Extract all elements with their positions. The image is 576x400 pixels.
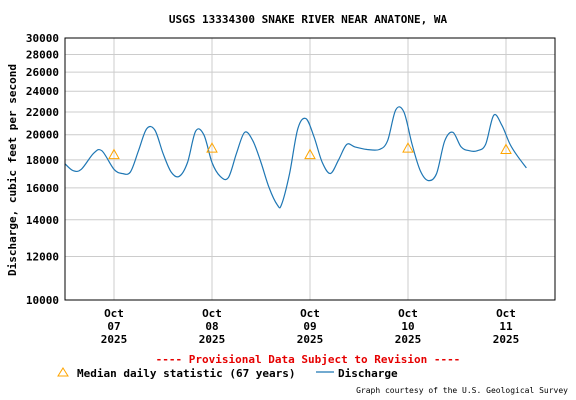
- legend: Median daily statistic (67 years) Discha…: [57, 367, 398, 380]
- x-tick-label: Oct: [104, 307, 124, 320]
- x-tick-label: Oct: [202, 307, 222, 320]
- y-tick-label: 22000: [26, 106, 59, 119]
- series-layer: [64, 106, 527, 209]
- legend-label-discharge: Discharge: [338, 367, 398, 380]
- x-tick-label: 2025: [395, 333, 422, 346]
- y-tick-label: 14000: [26, 214, 59, 227]
- x-tick-label: 2025: [199, 333, 226, 346]
- median-marker: [304, 148, 316, 160]
- x-tick-label: 10: [401, 320, 414, 333]
- provisional-notice: ---- Provisional Data Subject to Revisio…: [156, 353, 461, 366]
- median-marker: [500, 143, 512, 154]
- x-tick-label: 07: [107, 320, 120, 333]
- y-tick-labels: 10000 12000 14000 16000 18000 20000 22000 24000…: [26, 32, 59, 307]
- x-tick-label: 2025: [493, 333, 520, 346]
- x-tick-label: 11: [499, 320, 513, 333]
- y-tick-label: 18000: [26, 154, 59, 167]
- y-tick-label: 30000: [26, 32, 59, 45]
- y-axis-label: Discharge, cubic feet per second: [6, 64, 19, 276]
- x-tick-label: Oct: [300, 307, 320, 320]
- median-marker: [206, 142, 218, 153]
- median-marker: [402, 142, 414, 153]
- y-tick-label: 12000: [26, 251, 59, 264]
- y-tick-label: 16000: [26, 182, 59, 195]
- x-tick-label: 2025: [297, 333, 324, 346]
- y-tick-label: 26000: [26, 66, 59, 79]
- x-tick-labels: Oct072025Oct082025Oct092025Oct102025Oct1…: [101, 307, 520, 346]
- chart-credit: Graph courtesy of the U.S. Geological Su…: [356, 386, 568, 395]
- triangle-icon: [57, 367, 69, 377]
- y-tick-label: 24000: [26, 85, 59, 98]
- discharge-line: [64, 106, 527, 209]
- y-tick-label: 20000: [26, 129, 59, 142]
- legend-item-discharge: Discharge: [316, 367, 398, 380]
- chart-title: USGS 13334300 SNAKE RIVER NEAR ANATONE, …: [169, 13, 448, 26]
- legend-label-median: Median daily statistic (67 years): [77, 367, 296, 380]
- x-tick-label: 09: [303, 320, 316, 333]
- y-tick-label: 10000: [26, 294, 59, 307]
- x-tick-label: 2025: [101, 333, 128, 346]
- x-tick-label: 08: [205, 320, 218, 333]
- y-tick-label: 28000: [26, 48, 59, 61]
- median-marker: [108, 148, 120, 160]
- plot-frame: [64, 37, 556, 301]
- legend-item-median: Median daily statistic (67 years): [57, 367, 296, 380]
- x-tick-label: Oct: [398, 307, 418, 320]
- x-tick-label: Oct: [496, 307, 516, 320]
